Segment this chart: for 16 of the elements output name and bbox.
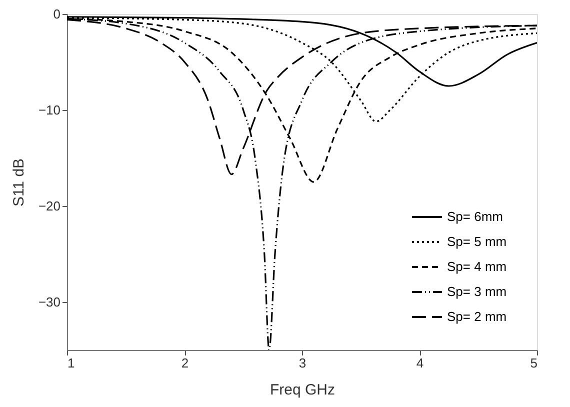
legend-label: Sp= 2 mm [447,309,507,324]
y-tick-label: 0 [53,6,60,22]
y-tick-label: −30 [38,294,60,310]
legend-label: Sp= 3 mm [447,284,507,299]
x-tick-label: 3 [298,356,306,370]
x-tick-label: 2 [181,356,189,370]
x-axis-title: Freq GHz [270,382,336,398]
y-tick-label: −10 [38,102,60,118]
legend-label: Sp= 6mm [447,209,503,224]
x-tick-label: 1 [68,356,75,370]
legend-label: Sp= 4 mm [447,259,507,274]
x-tick-label: 4 [416,356,424,370]
y-axis-title: S11 dB [10,158,28,207]
x-tick-label: 5 [530,356,538,370]
y-tick-label: −20 [38,198,60,214]
legend-label: Sp= 5 mm [447,234,507,249]
